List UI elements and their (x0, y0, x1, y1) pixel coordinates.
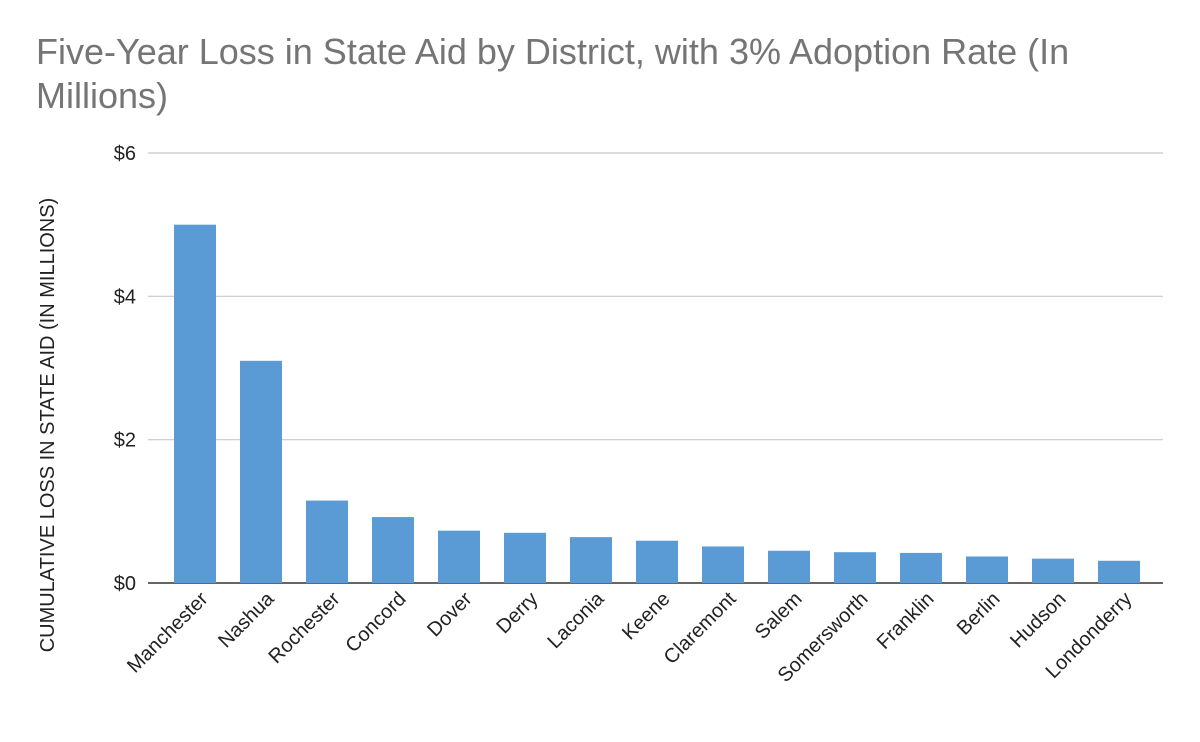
bar-londonderry (1098, 560, 1140, 583)
bar-hudson (1032, 558, 1074, 583)
y-tick-label: $6 (114, 143, 136, 165)
x-tick-label: Dover (423, 588, 477, 642)
x-tick-label: Salem (751, 588, 807, 644)
bar-nashua (240, 360, 282, 583)
y-axis-label: CUMULATIVE LOSS IN STATE AID (IN MILLION… (37, 198, 59, 653)
x-tick-label: Laconia (543, 587, 609, 653)
bar-somersworth (834, 552, 876, 583)
x-tick-label: Derry (492, 588, 542, 638)
bar-rochester (306, 500, 348, 583)
bars (174, 224, 1140, 583)
bar-dover (438, 530, 480, 583)
bar-laconia (570, 537, 612, 583)
x-tick-label: Concord (342, 588, 411, 657)
x-tick-label: Franklin (873, 588, 939, 654)
y-axis-ticks: $0 $2 $4 $6 (114, 143, 136, 595)
bar-salem (768, 550, 810, 583)
y-tick-label: $0 (114, 573, 136, 595)
bar-keene (636, 540, 678, 583)
gridlines (148, 152, 1163, 584)
x-tick-label: Keene (618, 588, 674, 644)
y-tick-label: $2 (114, 430, 136, 452)
x-tick-label: Hudson (1006, 588, 1070, 652)
bar-derry (504, 532, 546, 583)
bar-manchester (174, 224, 216, 583)
bar-claremont (702, 546, 744, 583)
bar-franklin (900, 552, 942, 583)
bar-concord (372, 517, 414, 583)
x-tick-label: Berlin (953, 588, 1005, 640)
x-tick-label: Claremont (660, 588, 741, 669)
x-tick-label: Nashua (214, 587, 279, 652)
chart-title: Five-Year Loss in State Aid by District,… (36, 31, 1070, 116)
bar-berlin (966, 556, 1008, 583)
y-tick-label: $4 (114, 286, 136, 308)
x-tick-label: Manchester (123, 588, 213, 678)
x-tick-label: Rochester (265, 588, 345, 668)
